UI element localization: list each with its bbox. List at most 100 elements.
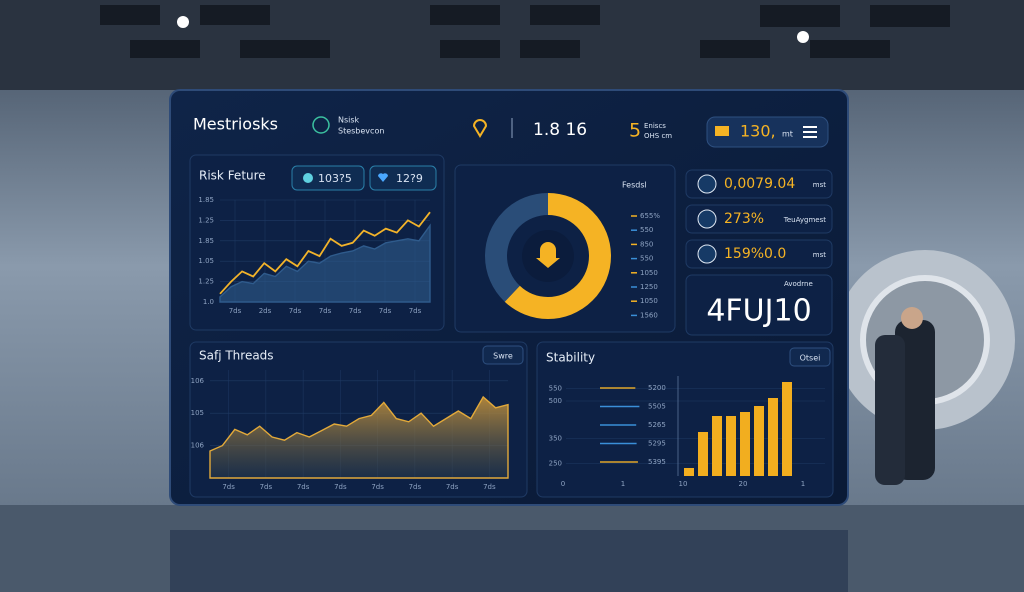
app-title: Mestriosks (193, 115, 278, 134)
x-tick-label: 7ds (260, 483, 273, 491)
badge-unit: mt (782, 130, 793, 139)
button[interactable] (482, 345, 524, 365)
level-label: 5295 (648, 440, 666, 448)
bar (782, 382, 792, 476)
x-tick-label: 7ds (319, 307, 332, 315)
chip-icon (303, 173, 313, 183)
chip-text: 103?5 (318, 172, 352, 185)
area (209, 395, 509, 479)
chip[interactable] (291, 165, 365, 191)
y-tick-label: 1.85 (198, 237, 214, 245)
card-value: 273% (724, 211, 764, 227)
x-tick-label: 7ds (409, 307, 422, 315)
card (685, 169, 833, 199)
button[interactable] (789, 347, 831, 367)
big-card-value: 4FUJ10 (706, 294, 811, 329)
y-tick-label: 1.85 (198, 196, 214, 204)
x-tick-label: 10 (679, 480, 688, 488)
card-unit: TeuAygmest (783, 216, 827, 224)
x-tick-label: 20 (739, 480, 748, 488)
panel-title: Fesdsl (622, 181, 647, 190)
metric: 1.8 16 (533, 120, 587, 140)
x-tick-label: 7ds (409, 483, 422, 491)
person-head (901, 307, 923, 329)
x-tick-label: 2ds (259, 307, 272, 315)
bar (726, 416, 736, 476)
area (219, 223, 431, 303)
donut-icon (536, 242, 560, 268)
legend-label: 1250 (640, 283, 658, 291)
icon (312, 116, 330, 134)
bar (740, 412, 750, 476)
y-tick-label: 500 (549, 397, 562, 405)
ceiling-tiles (100, 5, 950, 58)
legend-label: 1050 (640, 269, 658, 277)
metric-label: Eniscs (644, 122, 666, 130)
bar (698, 432, 708, 476)
x-tick-label: 7ds (349, 307, 362, 315)
badge[interactable] (706, 116, 829, 148)
y-tick-label: 250 (549, 460, 562, 468)
panel-title: Stability (546, 351, 595, 365)
location-icon (472, 119, 488, 138)
level-label: 5395 (648, 458, 666, 466)
x-tick-label: 1 (621, 480, 625, 488)
badge-icon (715, 126, 729, 136)
level-label: 5265 (648, 421, 666, 429)
y-tick-label: 106 (191, 377, 205, 385)
subtitle: Stesbevcon (338, 127, 384, 136)
panel-title: Safj Threads (199, 349, 274, 363)
card (685, 204, 833, 234)
card-unit: mst (813, 251, 826, 259)
x-tick-label: 1 (801, 480, 805, 488)
bar (684, 468, 694, 476)
y-tick-label: 1.0 (203, 298, 214, 306)
card-icon (697, 209, 717, 229)
legend-label: 550 (640, 226, 653, 234)
y-tick-label: 1.05 (198, 257, 214, 265)
x-tick-label: 7ds (446, 483, 459, 491)
bar (754, 406, 764, 476)
chip[interactable] (369, 165, 437, 191)
y-tick-label: 105 (191, 409, 204, 417)
panel-title: Risk Feture (199, 169, 266, 183)
y-tick-label: 1.25 (198, 278, 214, 286)
level-label: 5200 (648, 384, 666, 392)
person (875, 335, 905, 485)
legend-label: 1560 (640, 311, 658, 319)
y-tick-label: 550 (549, 385, 562, 393)
big-card (685, 274, 833, 336)
chip-icon (378, 173, 388, 182)
y-tick-label: 1.25 (198, 216, 214, 224)
x-tick-label: 7ds (229, 307, 242, 315)
legend-label: 1050 (640, 297, 658, 305)
level-label: 5505 (648, 403, 666, 411)
bar (768, 398, 778, 476)
menu-icon[interactable] (803, 126, 817, 138)
donut-segment (485, 193, 611, 319)
card-icon (697, 174, 717, 194)
ceiling-light (177, 16, 189, 28)
ceiling-light (797, 31, 809, 43)
x-tick-label: 7ds (379, 307, 392, 315)
button-text: Otsei (800, 354, 821, 363)
badge-value: 130, (740, 122, 776, 141)
subtitle: Nsisk (338, 116, 360, 125)
x-tick-label: 7ds (334, 483, 347, 491)
x-tick-label: 7ds (222, 483, 235, 491)
bar (712, 416, 722, 476)
y-tick-label: 350 (549, 435, 562, 443)
x-tick-label: 0 (561, 480, 565, 488)
big-card-label: Avodrne (784, 280, 813, 288)
reflection (170, 530, 848, 592)
x-tick-label: 7ds (483, 483, 496, 491)
x-tick-label: 7ds (297, 483, 310, 491)
card-value: 159%0.0 (724, 246, 786, 262)
line (219, 211, 431, 295)
chip-text: 12?9 (396, 172, 423, 185)
y-tick-label: 106 (191, 442, 205, 450)
metric-label: OHS cm (644, 132, 672, 140)
legend-label: 655% (640, 212, 660, 220)
